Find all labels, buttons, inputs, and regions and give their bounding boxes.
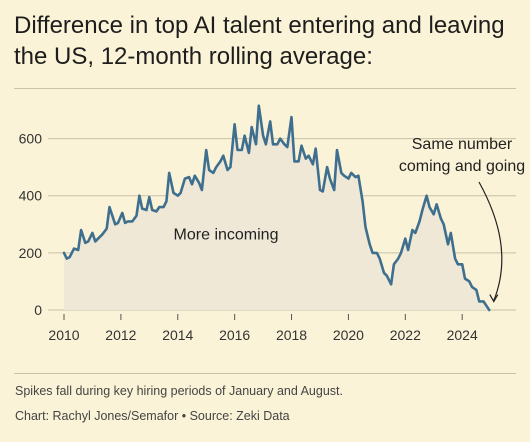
y-tick-label: 600 [19, 131, 43, 147]
chart-title: Difference in top AI talent entering and… [14, 12, 505, 70]
x-tick-label: 2022 [390, 327, 421, 343]
y-axis-labels: 0 200 400 600 [19, 131, 43, 318]
source-credit: Chart: Rachyl Jones/Semafor • Source: Ze… [15, 409, 290, 423]
x-tick-label: 2010 [48, 327, 79, 343]
x-tick-label: 2018 [276, 327, 307, 343]
x-tick-label: 2024 [447, 327, 478, 343]
x-axis: 2010 2012 2014 2016 2018 2020 2022 2024 [48, 314, 478, 343]
series-line [62, 104, 491, 312]
footnote: Spikes fall during key hiring periods of… [15, 384, 343, 398]
annotation-arrowhead [489, 294, 499, 303]
annotation-more-incoming: More incoming [174, 226, 279, 243]
top-rule [14, 88, 516, 89]
area-fill [64, 105, 490, 310]
annotations: More incoming Same number coming and going [174, 136, 525, 303]
y-tick-label: 400 [19, 188, 43, 204]
bottom-rule [14, 373, 516, 374]
x-tick-label: 2020 [333, 327, 364, 343]
annotation-arrow [478, 181, 503, 301]
y-tick-label: 200 [19, 245, 43, 261]
y-tick-label: 0 [34, 302, 42, 318]
x-tick-label: 2016 [219, 327, 250, 343]
annotation-same-number: Same number coming and going [399, 136, 525, 175]
x-tick-label: 2014 [162, 327, 193, 343]
x-tick-label: 2012 [105, 327, 136, 343]
